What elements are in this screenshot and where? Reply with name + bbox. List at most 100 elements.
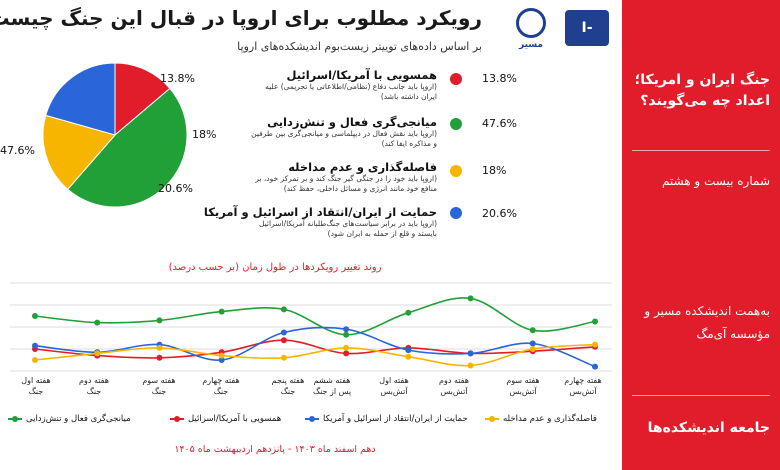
x-label-9-line1: هفته سوم xyxy=(506,376,540,385)
series-1-point-1 xyxy=(32,313,38,319)
series-3-point-7 xyxy=(405,347,412,354)
pie-label-yellow: 18% xyxy=(192,128,217,141)
x-label-8-line2: آتش‌بس xyxy=(440,386,468,396)
sidebar-divider-2 xyxy=(632,395,770,396)
x-label-3-line1: هفته سوم xyxy=(142,376,176,385)
bottom-legend-red-swatch xyxy=(170,416,184,422)
legend-value-red: 13.8% xyxy=(482,72,517,85)
x-label-2: هفته دوم جنگ xyxy=(59,376,129,398)
series-1-point-10 xyxy=(592,318,598,325)
pie-slice-1 xyxy=(114,62,171,137)
masir-logo: مسیر xyxy=(508,8,554,58)
legend-dot-green xyxy=(450,118,462,130)
series-1-point-9 xyxy=(529,327,536,334)
legend-value-blue: 20.6% xyxy=(482,207,517,220)
x-label-5-line1: هفته پنجم xyxy=(271,376,305,385)
series-1-point-7 xyxy=(405,309,412,316)
pie-label-blue: 20.6% xyxy=(158,182,193,195)
bottom-legend-yellow: فاصله‌گذاری و عدم مداخله xyxy=(485,414,597,424)
sidebar-footer: جامعه اندیشکده‌ها xyxy=(647,420,770,436)
x-label-2-line1: هفته دوم xyxy=(79,376,109,385)
bottom-legend-green-label: میانجی‌گری فعال و تنش‌زدایی xyxy=(26,414,131,424)
series-4-point-1 xyxy=(32,357,38,363)
sidebar-headline: جنگ ایران و امریکا؛ اعداد چه می‌گویند؟ xyxy=(634,72,770,109)
series-3-point-4 xyxy=(218,357,225,363)
masir-logo-text: مسیر xyxy=(518,40,543,50)
legend-dot-red xyxy=(450,73,462,85)
x-label-10-line1: هفته چهارم xyxy=(564,376,602,385)
legend-desc-yellow: (اروپا باید خود را در جنگی گیر جنگ کند و… xyxy=(255,174,437,194)
bottom-legend-green: میانجی‌گری فعال و تنش‌زدایی xyxy=(8,414,131,424)
x-label-5: هفته پنجم جنگ xyxy=(253,376,323,398)
series-2-point-6 xyxy=(343,350,350,357)
x-label-4-line2: جنگ xyxy=(213,386,229,396)
series-3-point-9 xyxy=(529,340,536,347)
main-panel: مسیر I-MAG رویکرد مطلوب برای اروپا در قب… xyxy=(0,6,618,455)
x-label-10: هفته چهارم آتش‌بس xyxy=(548,376,618,398)
legend-item-red: همسویی با آمریکا/اسرائیل (اروپا باید جان… xyxy=(247,68,437,102)
imag-logo: I-MAG xyxy=(565,10,609,72)
pie-label-green: 47.6% xyxy=(0,144,35,157)
legend-value-yellow: 18% xyxy=(482,164,507,177)
x-label-3-line2: جنگ xyxy=(151,386,167,396)
x-label-8-line1: هفته دوم xyxy=(439,376,469,385)
x-label-6: هفته ششم پس از جنگ xyxy=(297,376,367,398)
x-label-3: هفته سوم جنگ xyxy=(124,376,194,398)
x-label-8: هفته دوم آتش‌بس xyxy=(419,376,489,398)
series-1-point-4 xyxy=(218,308,225,315)
series-line-4 xyxy=(34,343,596,367)
sidebar-issue: شماره بیست و هشتم xyxy=(661,174,770,188)
series-4-point-8 xyxy=(467,362,474,369)
legend-item-blue: حمایت از ایران/انتقاد از اسرائیل و آمریک… xyxy=(203,205,437,239)
page-title: رویکرد مطلوب برای اروپا در قبال این جنگ … xyxy=(0,6,482,30)
x-label-9-line2: آتش‌بس xyxy=(509,386,537,396)
legend-title-green: میانجی‌گری فعال و تنش‌زدایی xyxy=(267,115,437,129)
sidebar: جنگ ایران و امریکا؛ اعداد چه می‌گویند؟ ش… xyxy=(622,0,780,470)
series-4-point-7 xyxy=(405,353,412,360)
x-label-1-line2: جنگ xyxy=(28,386,44,396)
x-label-6-line2: پس از جنگ xyxy=(312,386,352,396)
legend-title-blue: حمایت از ایران/انتقاد از اسرائیل و آمریک… xyxy=(203,205,437,219)
series-1-point-3 xyxy=(156,317,163,324)
series-3-point-10 xyxy=(592,363,598,370)
x-label-9: هفته سوم آتش‌بس xyxy=(488,376,558,398)
bottom-legend-red: همسویی با آمریکا/اسرائیل xyxy=(170,414,281,424)
bottom-legend-green-swatch xyxy=(8,416,22,422)
bottom-legend-red-label: همسویی با آمریکا/اسرائیل xyxy=(188,414,282,424)
series-1-point-2 xyxy=(94,319,101,326)
series-4-point-4 xyxy=(218,352,225,359)
legend-title-yellow: فاصله‌گذاری و عدم مداخله xyxy=(288,160,437,174)
line-chart xyxy=(10,282,612,372)
series-line-1 xyxy=(34,297,596,336)
series-3-point-6 xyxy=(343,326,350,333)
bottom-legend-blue-label: حمایت از ایران/انتقاد از اسرائیل و آمریک… xyxy=(323,414,468,424)
pie-slice-4 xyxy=(45,62,116,136)
x-label-7-line1: هفته اول xyxy=(379,376,409,385)
series-4-point-10 xyxy=(592,341,598,348)
series-1-point-8 xyxy=(467,295,474,302)
bottom-legend-yellow-swatch xyxy=(485,416,499,422)
legend-title-red: همسویی با آمریکا/اسرائیل xyxy=(286,68,437,82)
bottom-legend-yellow-label: فاصله‌گذاری و عدم مداخله xyxy=(503,414,597,424)
series-4-point-5 xyxy=(280,354,287,361)
sidebar-credit: به‌همت اندیشکده مسیر و مؤسسه آی‌مگ xyxy=(644,304,770,341)
series-4-point-6 xyxy=(343,344,350,351)
series-line-3 xyxy=(34,326,596,368)
series-1-point-5 xyxy=(280,306,287,313)
line-chart-title: روند تغییر رویکردها در طول زمان (بر حسب … xyxy=(168,262,382,273)
x-label-1: هفته اول جنگ xyxy=(1,376,71,398)
x-label-4-line1: هفته چهارم xyxy=(202,376,240,385)
bottom-legend-blue: حمایت از ایران/انتقاد از اسرائیل و آمریک… xyxy=(305,414,468,424)
series-3-point-5 xyxy=(280,329,287,336)
x-label-7: هفته اول آتش‌بس xyxy=(359,376,429,398)
pie-slice-2 xyxy=(67,87,188,208)
legend-desc-blue: (اروپا باید در برابر سیاست‌های جنگ‌طلبان… xyxy=(258,219,437,239)
x-label-2-line2: جنگ xyxy=(86,386,102,396)
legend-desc-green: (اروپا باید نقش فعال در دیپلماسی و میانج… xyxy=(251,129,437,149)
series-4-point-9 xyxy=(529,346,536,352)
page-subtitle: بر اساس داده‌های توییتر زیست‌بوم اندیشکد… xyxy=(237,40,482,53)
masir-logo-emblem-icon xyxy=(516,8,546,38)
legend-desc-red: (اروپا باید جانب دفاع (نظامی/اطلاعاتی یا… xyxy=(265,82,437,102)
series-3-point-1 xyxy=(32,342,38,349)
series-1-point-6 xyxy=(343,331,350,338)
